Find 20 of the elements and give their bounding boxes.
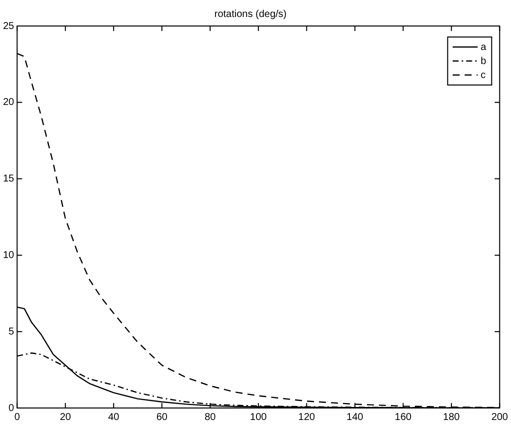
x-tick-label: 60 [156, 412, 168, 423]
y-tick-label: 20 [3, 97, 15, 108]
x-tick-label: 180 [443, 412, 460, 423]
x-tick-label: 160 [394, 412, 412, 423]
x-tick-label: 200 [491, 412, 508, 423]
y-tick-label: 15 [3, 174, 15, 185]
x-tick-label: 140 [346, 412, 364, 423]
y-tick-label: 10 [3, 250, 15, 261]
y-tick-label: 5 [8, 326, 15, 338]
x-tick-label: 100 [250, 412, 268, 423]
x-tick-label: 40 [108, 412, 120, 423]
legend-label: b [480, 56, 487, 67]
legend-label: c [480, 70, 486, 81]
x-tick-label: 20 [60, 412, 72, 423]
x-tick-label: 80 [204, 412, 216, 423]
y-tick-label: 0 [8, 402, 15, 414]
legend-label: a [480, 42, 487, 53]
y-tick-label: 25 [3, 20, 15, 32]
x-tick-label: 120 [298, 412, 316, 423]
chart-title: rotations (deg/s) [214, 8, 287, 20]
